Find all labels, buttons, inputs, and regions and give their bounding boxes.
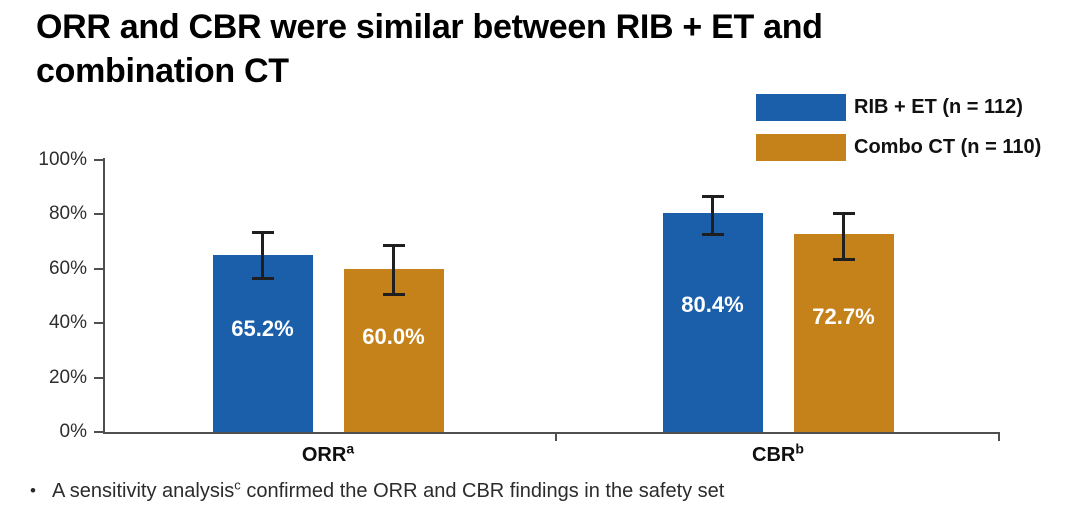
- error-bar-cap-top-combo-orr: [382, 244, 405, 248]
- bar-value-label-combo-orr: 60.0%: [362, 324, 425, 350]
- bar-value-label-rib-cbr: 80.4%: [681, 292, 744, 318]
- error-bar-line-rib-cbr: [711, 195, 714, 237]
- legend-item-combo-ct: Combo CT (n = 110): [756, 134, 1041, 161]
- error-bar-cap-top-rib-cbr: [701, 195, 724, 199]
- footnote-superscript: c: [234, 477, 241, 493]
- bar-rib-orr: [212, 254, 313, 432]
- x-axis-line: [103, 432, 1000, 434]
- legend-item-rib-et: RIB + ET (n = 112): [756, 94, 1041, 121]
- error-bar-cap-bottom-combo-cbr: [832, 257, 855, 261]
- y-tick: [94, 431, 103, 433]
- error-bar-line-combo-orr: [392, 244, 395, 296]
- error-bar-line-rib-orr: [261, 230, 264, 280]
- y-tick-label: 80%: [48, 203, 87, 225]
- page-title-line-2: combination CT: [36, 52, 289, 90]
- category-superscript: a: [346, 440, 355, 457]
- error-bar-cap-bottom-rib-cbr: [701, 233, 724, 237]
- error-bar-line-combo-cbr: [842, 211, 845, 261]
- bullet-icon: •: [30, 481, 36, 500]
- error-bar-cap-top-rib-orr: [251, 230, 274, 234]
- chart-legend: RIB + ET (n = 112) Combo CT (n = 110): [756, 94, 1041, 174]
- y-tick-label: 100%: [38, 149, 87, 170]
- y-tick: [94, 159, 103, 161]
- footnote-text-cont: confirmed the ORR and CBR findings in th…: [240, 480, 725, 502]
- category-text: CBR: [752, 444, 796, 466]
- footnote: • A sensitivity analysisc confirmed the O…: [30, 478, 724, 504]
- y-tick-label: 0%: [59, 421, 87, 442]
- y-tick: [94, 322, 103, 325]
- category-label-cbr: CBRb: [718, 440, 838, 467]
- y-tick-label: 60%: [48, 257, 87, 279]
- page-title: ORR and CBR were similar between RIB + E…: [36, 5, 823, 93]
- x-tick-1: [998, 434, 1000, 441]
- bar-value-label-combo-cbr: 72.7%: [812, 304, 875, 330]
- error-bar-cap-bottom-rib-orr: [251, 276, 274, 280]
- error-bar-cap-top-combo-cbr: [832, 211, 855, 215]
- category-superscript: b: [795, 440, 804, 457]
- legend-label-rib-et: RIB + ET (n = 112): [854, 96, 1023, 118]
- page-title-line-1: ORR and CBR were similar between RIB + E…: [36, 8, 823, 46]
- category-text: ORR: [301, 444, 347, 466]
- legend-swatch-rib-et: [756, 94, 846, 121]
- error-bar-cap-bottom-combo-orr: [382, 293, 405, 296]
- x-tick-0: [555, 434, 557, 441]
- y-tick-label: 40%: [48, 312, 87, 334]
- bar-value-label-rib-orr: 65.2%: [231, 316, 294, 342]
- footnote-text: A sensitivity analysis: [52, 480, 235, 502]
- y-tick-label: 20%: [48, 366, 87, 388]
- y-axis-line: [103, 158, 105, 434]
- bar-rib-cbr: [662, 213, 763, 432]
- legend-label-combo-ct: Combo CT (n = 110): [854, 136, 1042, 158]
- y-tick: [94, 213, 103, 216]
- category-label-orr: ORRa: [268, 440, 388, 467]
- bar-combo-cbr: [793, 234, 894, 432]
- y-tick: [94, 267, 103, 270]
- legend-swatch-combo-ct: [756, 134, 846, 161]
- y-tick: [94, 376, 103, 379]
